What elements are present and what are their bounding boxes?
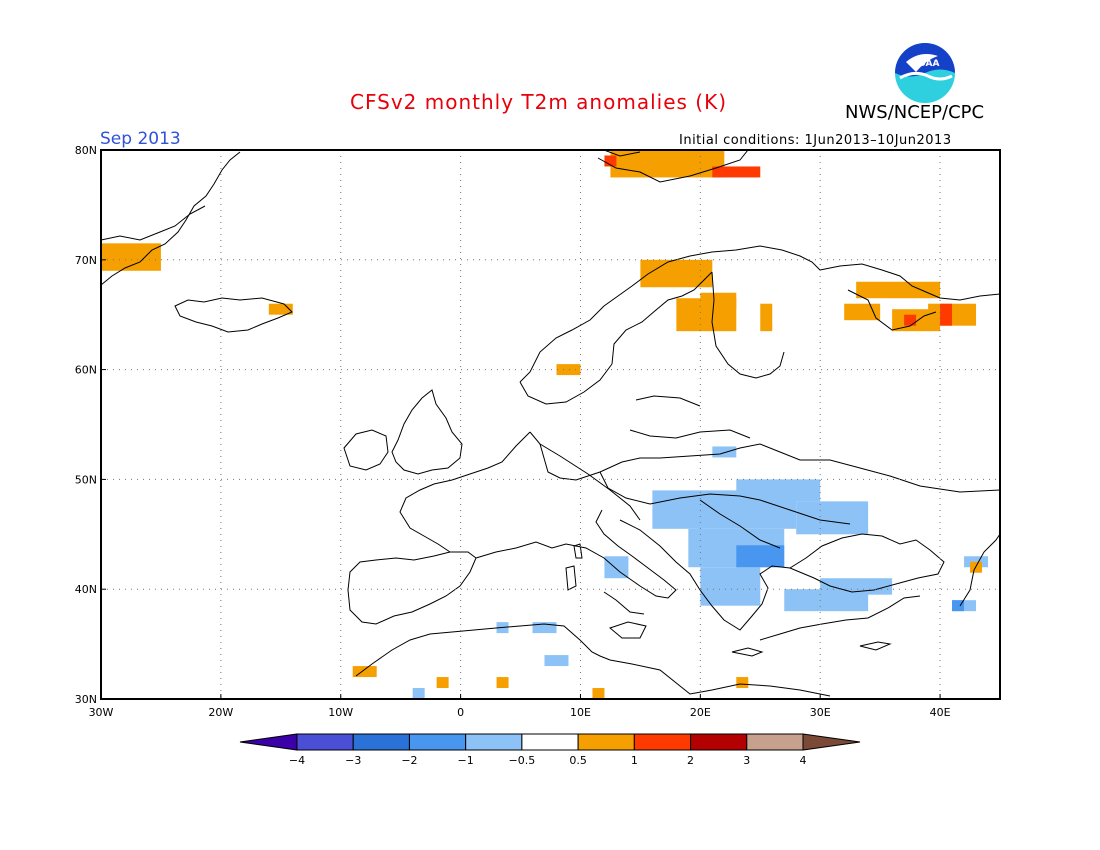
anomaly-patch-red — [712, 166, 761, 178]
lat-tick-label: 70N — [75, 254, 97, 267]
lat-tick-label: 60N — [75, 364, 97, 377]
colorbar-swatch — [296, 733, 354, 751]
lat-tick-label: 30N — [75, 693, 97, 706]
colorbar-swatch — [521, 733, 579, 751]
anomaly-patch-light_blue — [604, 556, 629, 579]
colorbar-low-arrow — [239, 733, 298, 751]
initial-conditions: Initial conditions: 1Jun2013–10Jun2013 — [679, 133, 952, 148]
colorbar-swatch — [408, 733, 467, 751]
anomaly-patch-orange — [700, 292, 737, 310]
lat-tick-label: 80N — [75, 144, 97, 157]
anomaly-patch-light_blue — [712, 446, 737, 458]
anomaly-patch-orange — [101, 243, 161, 271]
map-title: CFSv2 monthly T2m anomalies (K) — [350, 90, 727, 114]
colorbar-label: 1 — [631, 754, 638, 767]
lon-tick-label: 30W — [89, 706, 114, 719]
anomaly-patch-orange — [436, 677, 449, 689]
forecast-month: Sep 2013 — [100, 129, 181, 149]
anomaly-patch-light_blue — [412, 688, 425, 699]
anomaly-patch-red — [904, 314, 917, 326]
anomaly-patch-orange — [556, 364, 581, 376]
colorbar: −4 −3 −2 −1 −0.5 0.5 1 2 3 4 — [239, 733, 861, 767]
anomaly-patch-light_blue — [736, 479, 821, 502]
colorbar-label: 2 — [687, 754, 694, 767]
anomaly-patch-orange — [268, 303, 293, 315]
anomaly-patch-orange — [592, 688, 605, 699]
axes: 30W 20W 10W 0 10E 20E 30E 40E 30N 40N 50N 60N 70N 80N — [75, 144, 951, 719]
anomaly-patch-light_blue — [532, 622, 557, 634]
colorbar-swatch — [352, 733, 410, 751]
anomaly-patch-blue — [736, 545, 785, 568]
lon-tick-label: 20W — [208, 706, 233, 719]
colorbar-label: −4 — [289, 754, 305, 767]
colorbar-high-arrow — [802, 733, 861, 751]
anomaly-patch-light_blue — [784, 589, 869, 612]
anomaly-patch-orange — [856, 281, 941, 299]
colorbar-swatch — [633, 733, 692, 751]
lon-tick-label: 40E — [930, 706, 951, 719]
colorbar-label: −1 — [458, 754, 474, 767]
colorbar-swatch — [690, 733, 748, 751]
colorbar-label: −2 — [401, 754, 417, 767]
agency-label: NWS/NCEP/CPC — [845, 102, 985, 123]
colorbar-label: 4 — [800, 754, 807, 767]
colorbar-swatch — [746, 733, 804, 751]
anomaly-patch-orange — [844, 303, 881, 321]
anomaly-patch-orange — [736, 677, 749, 689]
colorbar-swatch — [577, 733, 635, 751]
anomaly-patch-light_blue — [796, 501, 869, 535]
lon-tick-label: 0 — [457, 706, 464, 719]
lat-tick-label: 50N — [75, 473, 97, 486]
anomaly-patch-red — [940, 303, 953, 326]
anomaly-patches — [101, 150, 989, 699]
colorbar-label: 3 — [743, 754, 750, 767]
anomaly-patch-red — [604, 155, 617, 167]
lat-tick-label: 40N — [75, 583, 97, 596]
lon-tick-label: 30E — [810, 706, 831, 719]
lon-tick-label: 20E — [690, 706, 711, 719]
anomaly-patch-orange — [352, 666, 377, 678]
lon-tick-label: 10E — [570, 706, 591, 719]
plot-frame — [100, 149, 1001, 700]
colorbar-label: −0.5 — [509, 754, 536, 767]
anomaly-patch-orange — [760, 303, 773, 332]
colorbar-label: 0.5 — [569, 754, 587, 767]
colorbar-label: −3 — [345, 754, 361, 767]
coastlines — [101, 150, 1000, 697]
graticule — [101, 150, 1000, 699]
anomaly-patch-light_blue — [700, 567, 761, 606]
colorbar-swatch — [465, 733, 523, 751]
lon-tick-label: 10W — [328, 706, 353, 719]
anomaly-patch-blue — [952, 600, 965, 612]
logo-text: NOAA — [911, 59, 940, 69]
anomaly-patch-light_blue — [544, 655, 569, 667]
noaa-logo-icon: NOAA — [895, 43, 955, 103]
anomaly-patch-light_blue — [820, 578, 893, 595]
anomaly-patch-orange — [496, 677, 509, 689]
